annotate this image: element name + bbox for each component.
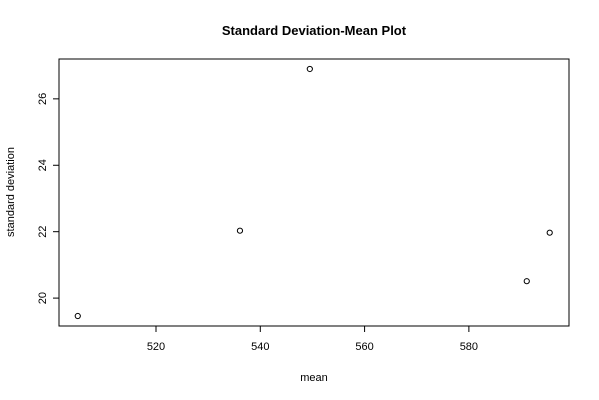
y-axis-label: standard deviation: [5, 147, 17, 237]
point: [74, 312, 81, 320]
x-axis-label: mean: [300, 372, 328, 384]
y-tick-label: 20: [37, 292, 49, 304]
x-tick-label: 540: [251, 341, 269, 353]
point: [236, 227, 244, 234]
plot-frame: [58, 58, 570, 327]
y-tick-label: 24: [37, 159, 49, 171]
x-tick-label: 560: [355, 341, 373, 353]
chart-title: Standard Deviation-Mean Plot: [222, 23, 407, 38]
point: [546, 229, 553, 236]
y-tick-label: 26: [37, 93, 49, 105]
y-tick-label: 22: [37, 226, 49, 238]
point: [523, 278, 530, 285]
x-tick-label: 520: [147, 341, 165, 353]
x-tick-label: 580: [460, 341, 478, 353]
point: [306, 65, 313, 73]
